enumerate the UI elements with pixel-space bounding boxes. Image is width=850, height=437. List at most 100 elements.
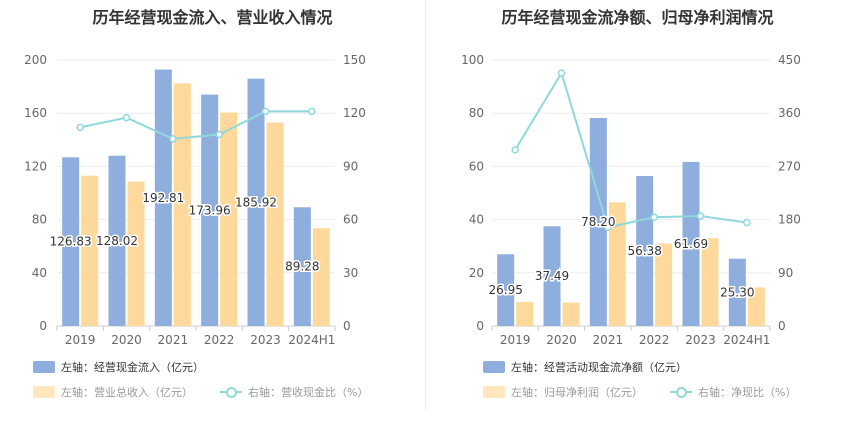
data-label: 25.30 bbox=[720, 285, 754, 299]
chart-panel-left: 历年经营现金流入、营业收入情况 0 0 40 30 80 60 120 90 160 120 200… bbox=[24, 8, 368, 400]
bar-secondary bbox=[562, 302, 580, 326]
ratio-point bbox=[261, 107, 270, 116]
y-left-tick-label: 120 bbox=[24, 159, 47, 173]
bar-secondary bbox=[747, 287, 765, 326]
y-right-tick-label: 180 bbox=[778, 213, 801, 227]
y-left-tick-label: 80 bbox=[32, 213, 47, 227]
y-left-tick-label: 200 bbox=[24, 53, 47, 67]
x-tick-label: 2020 bbox=[546, 333, 577, 347]
data-label: 128.02 bbox=[96, 234, 138, 248]
legend-item-cash-inflow[interactable]: 左轴：经营现金流入（亿元） bbox=[33, 359, 204, 375]
y-left-tick-label: 160 bbox=[24, 106, 47, 120]
bar-primary bbox=[201, 94, 219, 326]
chart-left-svg: 0 0 40 30 80 60 120 90 160 120 200 150 2019 2020 2021 2… bbox=[24, 53, 366, 347]
legend-swatch bbox=[33, 361, 55, 373]
data-label: 56.38 bbox=[627, 244, 661, 258]
data-label: 173.96 bbox=[189, 203, 231, 217]
data-label: 61.69 bbox=[674, 237, 708, 251]
data-label: 26.95 bbox=[488, 283, 522, 297]
y-right-tick-label: 0 bbox=[778, 319, 786, 333]
x-tick-label: 2023 bbox=[250, 333, 281, 347]
data-label: 37.49 bbox=[535, 269, 569, 283]
chart-right-svg: 0 0 20 90 40 180 60 270 80 360 100 450 2019 2020 2021 2… bbox=[461, 53, 801, 347]
x-tick-label: 2021 bbox=[158, 333, 189, 347]
bar-secondary bbox=[655, 243, 673, 326]
bar-secondary bbox=[220, 112, 238, 326]
y-right-tick-label: 30 bbox=[343, 266, 358, 280]
y-right-tick-label: 90 bbox=[778, 266, 793, 280]
legend-item-revenue[interactable]: 左轴：营业总收入（亿元） bbox=[33, 384, 193, 400]
legend-swatch bbox=[483, 386, 505, 398]
bar-primary bbox=[682, 161, 700, 326]
y-left-tick-label: 40 bbox=[469, 213, 484, 227]
x-tick-label: 2019 bbox=[500, 333, 531, 347]
bar-primary bbox=[543, 226, 561, 326]
y-left-tick-label: 0 bbox=[476, 319, 484, 333]
legend-item-cash-ratio[interactable]: 右轴：净现比（%） bbox=[670, 384, 796, 400]
legend-label: 右轴：营收现金比（%） bbox=[248, 386, 369, 399]
bar-primary bbox=[247, 78, 265, 326]
bar-secondary bbox=[312, 228, 330, 326]
y-left-tick-label: 100 bbox=[461, 53, 484, 67]
bar-primary bbox=[62, 157, 80, 326]
legend-item-ratio[interactable]: 右轴：营收现金比（%） bbox=[220, 384, 368, 400]
bar-primary bbox=[293, 207, 311, 326]
x-tick-label: 2023 bbox=[685, 333, 716, 347]
legend-label: 左轴：经营活动现金流净额（亿元） bbox=[511, 361, 687, 374]
y-left-tick-label: 60 bbox=[469, 159, 484, 173]
bar-secondary bbox=[81, 175, 99, 326]
legend-label: 左轴：经营现金流入（亿元） bbox=[61, 361, 204, 374]
x-tick-label: 2024H1 bbox=[288, 333, 335, 347]
y-left-tick-label: 20 bbox=[469, 266, 484, 280]
data-label: 192.81 bbox=[142, 191, 184, 205]
ratio-point bbox=[308, 107, 316, 116]
x-tick-label: 2021 bbox=[593, 333, 624, 347]
y-right-tick-label: 0 bbox=[343, 319, 351, 333]
bar-primary bbox=[636, 176, 654, 326]
bar-secondary bbox=[266, 122, 284, 326]
legend-label: 左轴：归母净利润（亿元） bbox=[511, 386, 643, 399]
ratio-point bbox=[557, 69, 566, 77]
data-label: 89.28 bbox=[285, 260, 319, 274]
chart-panel-right: 历年经营现金流净额、归母净利润情况 0 0 20 90 40 180 60 270 80 360 1… bbox=[425, 0, 850, 437]
bar-secondary bbox=[608, 202, 626, 326]
y-right-tick-label: 60 bbox=[343, 213, 358, 227]
x-tick-label: 2022 bbox=[204, 333, 235, 347]
legend-line-icon bbox=[220, 386, 242, 398]
x-tick-label: 2022 bbox=[639, 333, 670, 347]
bar-secondary bbox=[516, 302, 534, 326]
data-label: 185.92 bbox=[235, 195, 277, 209]
ratio-point bbox=[604, 223, 612, 232]
ratio-point bbox=[215, 130, 223, 139]
panel-divider bbox=[425, 0, 426, 410]
y-left-tick-label: 40 bbox=[32, 266, 47, 280]
y-right-tick-label: 90 bbox=[343, 159, 358, 173]
y-right-tick-label: 270 bbox=[778, 159, 801, 173]
x-tick-label: 2019 bbox=[65, 333, 96, 347]
legend-item-net-cash-flow[interactable]: 左轴：经营活动现金流净额（亿元） bbox=[483, 359, 687, 375]
y-right-tick-label: 360 bbox=[778, 106, 801, 120]
y-left-tick-label: 80 bbox=[469, 106, 484, 120]
legend-label: 右轴：净现比（%） bbox=[698, 386, 797, 399]
bar-secondary bbox=[127, 181, 145, 326]
legend-item-net-profit[interactable]: 左轴：归母净利润（亿元） bbox=[483, 384, 643, 400]
legend-line-icon bbox=[670, 386, 692, 398]
bar-primary bbox=[589, 117, 607, 326]
data-label: 78.20 bbox=[581, 215, 615, 229]
legend-label: 左轴：营业总收入（亿元） bbox=[61, 386, 193, 399]
y-right-tick-label: 150 bbox=[343, 53, 366, 67]
bar-secondary bbox=[173, 83, 191, 327]
bar-primary bbox=[108, 155, 126, 326]
x-tick-label: 2020 bbox=[111, 333, 142, 347]
bar-primary bbox=[497, 254, 515, 326]
y-right-tick-label: 120 bbox=[343, 106, 366, 120]
ratio-point bbox=[122, 113, 131, 122]
y-left-tick-label: 0 bbox=[39, 319, 47, 333]
y-right-tick-label: 450 bbox=[778, 53, 801, 67]
legend-swatch bbox=[33, 386, 55, 398]
ratio-line bbox=[514, 70, 747, 229]
bar-primary bbox=[728, 258, 746, 326]
bar-secondary bbox=[701, 238, 719, 326]
ratio-line bbox=[79, 110, 312, 140]
data-label: 126.83 bbox=[50, 235, 92, 249]
